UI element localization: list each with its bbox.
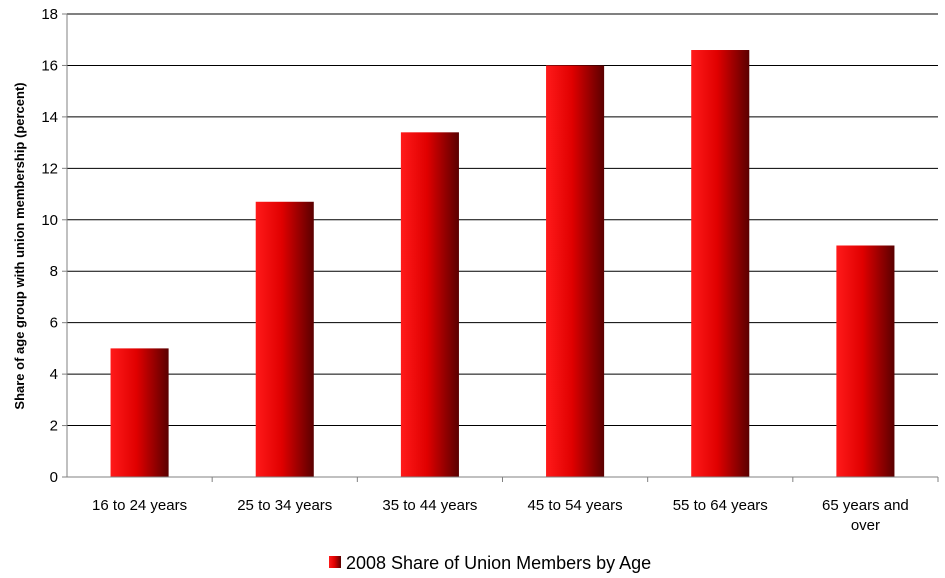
x-category-label: 55 to 64 years — [673, 497, 768, 514]
bar — [110, 348, 169, 477]
bar — [400, 132, 459, 478]
x-category-label: over — [851, 517, 880, 534]
bars — [110, 50, 895, 478]
y-axis-label: Share of age group with union membership… — [12, 82, 27, 409]
bar — [255, 201, 314, 477]
bar — [546, 65, 605, 477]
y-tick-label: 14 — [41, 109, 58, 126]
axes — [66, 14, 938, 478]
y-tick-label: 6 — [50, 315, 58, 332]
y-tick-label: 16 — [41, 57, 58, 74]
y-tick-label: 10 — [41, 212, 58, 229]
y-tick-label: 8 — [50, 263, 58, 280]
gridlines — [67, 13, 938, 427]
x-category-label: 65 years and — [822, 497, 909, 514]
x-category-label: 45 to 54 years — [528, 497, 623, 514]
x-category-label: 35 to 44 years — [382, 497, 477, 514]
x-category-label: 25 to 34 years — [237, 497, 332, 514]
x-axis-labels: 16 to 24 years 25 to 34 years 35 to 44 yea… — [92, 477, 939, 534]
legend-swatch — [329, 556, 341, 568]
y-tick-label: 0 — [50, 469, 58, 486]
y-tick-label: 4 — [50, 366, 58, 383]
legend-label: 2008 Share of Union Members by Age — [346, 553, 651, 573]
y-tick-label: 18 — [41, 6, 58, 23]
y-axis-ticks: 0 2 4 6 8 10 12 14 16 18 — [41, 6, 67, 486]
legend: 2008 Share of Union Members by Age — [329, 553, 651, 573]
x-category-label: 16 to 24 years — [92, 497, 187, 514]
bar — [836, 245, 895, 477]
bar — [691, 50, 750, 478]
y-tick-label: 12 — [41, 160, 58, 177]
y-tick-label: 2 — [50, 418, 58, 435]
